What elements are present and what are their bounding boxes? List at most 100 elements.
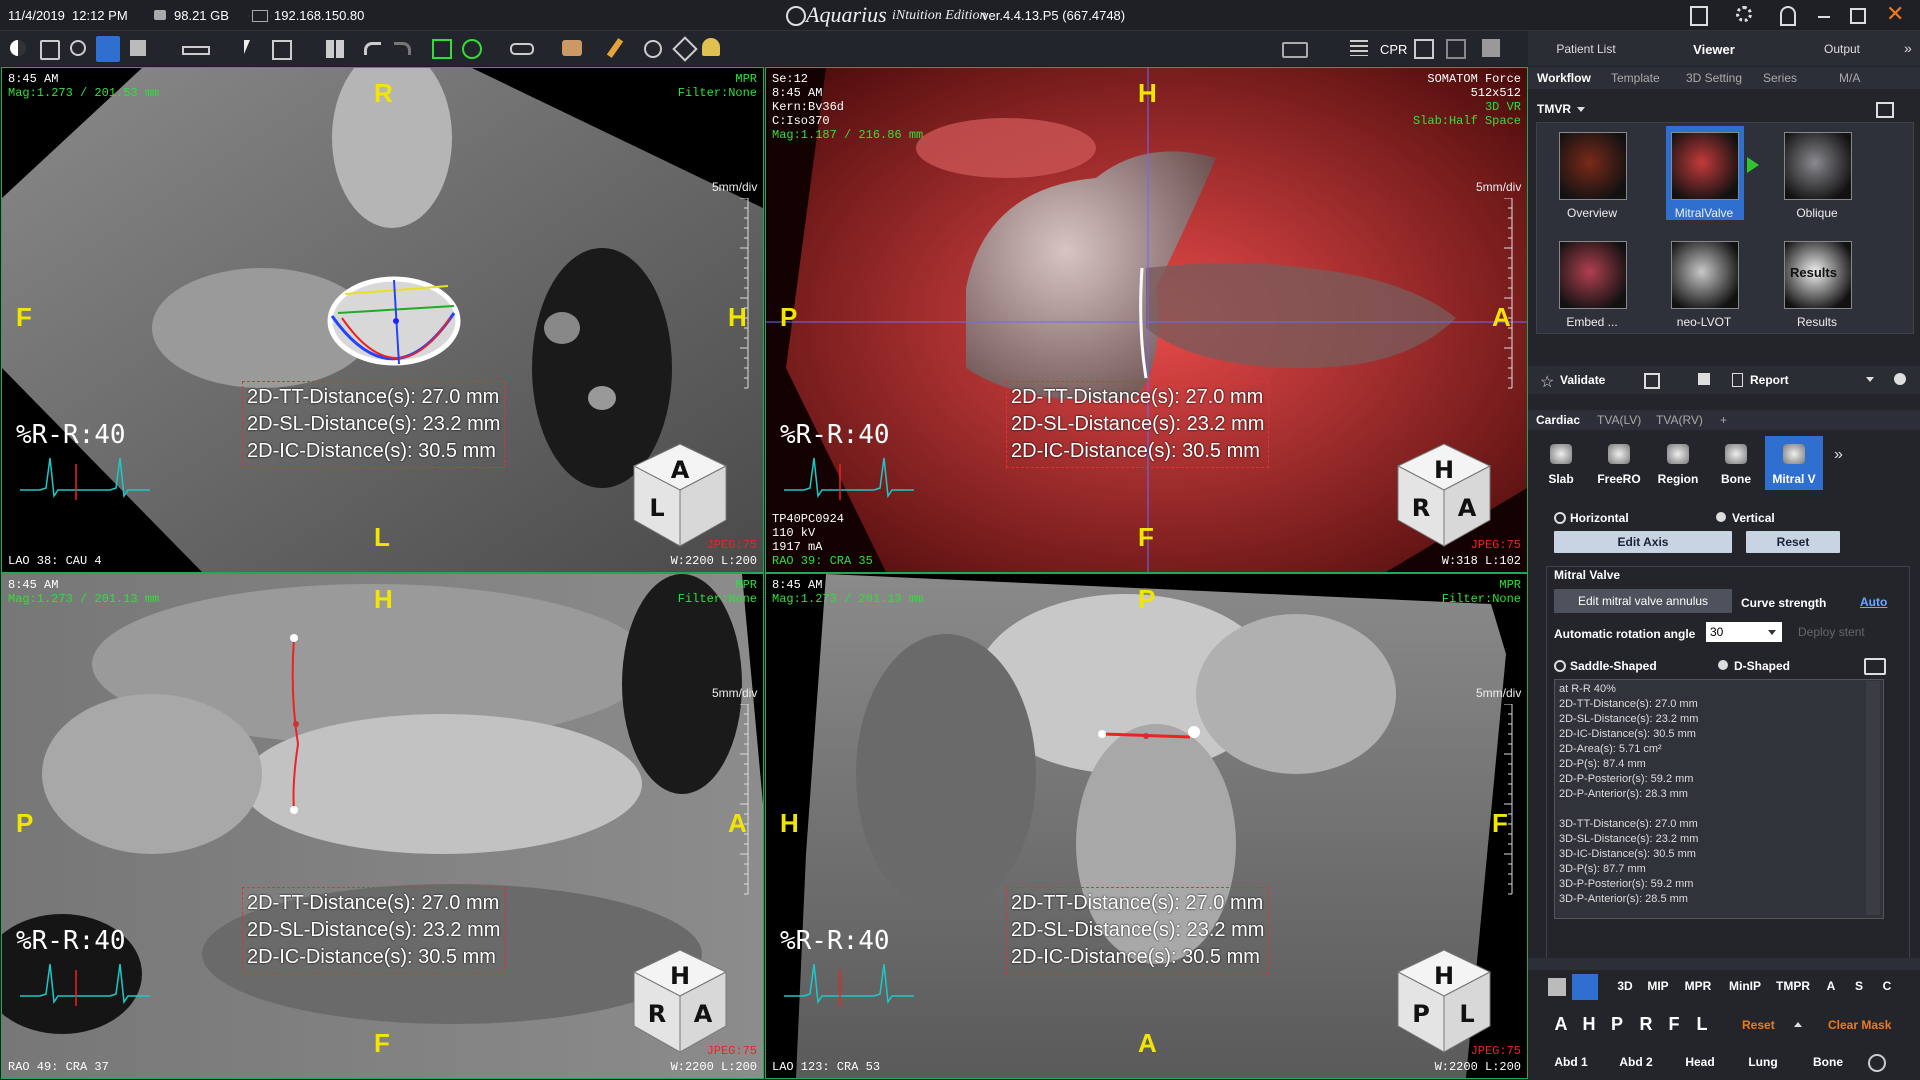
- nav-tab[interactable]: Output: [1823, 42, 1861, 56]
- report-dropdown[interactable]: [1866, 377, 1874, 382]
- step-thumbnail[interactable]: [1671, 132, 1739, 200]
- preset-settings[interactable]: [1868, 1054, 1886, 1072]
- sub-tab[interactable]: Series: [1763, 71, 1798, 85]
- keyboard-button[interactable]: [1282, 42, 1308, 58]
- sub-tab[interactable]: 3D Setting: [1686, 71, 1743, 85]
- panel-toggle[interactable]: »: [1904, 40, 1912, 56]
- roi-circle-tool[interactable]: [462, 39, 482, 59]
- camera-button[interactable]: [1864, 658, 1886, 675]
- protocol-select[interactable]: TMVR: [1537, 102, 1571, 116]
- tool-icon[interactable]: [1725, 444, 1747, 464]
- step-thumbnail[interactable]: [1784, 132, 1852, 200]
- sub-tab[interactable]: M/A: [1839, 71, 1861, 85]
- render-mode[interactable]: MIP: [1647, 979, 1669, 993]
- cut-tool[interactable]: [510, 43, 534, 55]
- info-button[interactable]: [1894, 373, 1906, 385]
- step-label[interactable]: Oblique: [1796, 206, 1838, 220]
- rotation-select[interactable]: [1706, 622, 1782, 642]
- step-label[interactable]: Embed ...: [1566, 315, 1618, 329]
- cardiac-tab[interactable]: Cardiac: [1536, 413, 1581, 427]
- orient-button[interactable]: H: [1582, 1014, 1596, 1034]
- tool-label[interactable]: Mitral V: [1772, 472, 1816, 486]
- sub-tab[interactable]: Workflow: [1537, 71, 1591, 85]
- saddle-radio[interactable]: [1554, 660, 1566, 672]
- tool-label[interactable]: Region: [1657, 472, 1699, 486]
- viewport-mpr-3[interactable]: 8:45 AM Mag:1.273 / 201.13 mm MPR Filter:No…: [765, 573, 1528, 1079]
- orient-button[interactable]: F: [1668, 1014, 1680, 1034]
- auto-link[interactable]: Auto: [1860, 595, 1888, 609]
- rotate-tool[interactable]: [96, 36, 120, 62]
- rotation-dropdown[interactable]: [1768, 630, 1776, 635]
- step-label[interactable]: Overview: [1566, 206, 1617, 220]
- edit-annulus-button[interactable]: Edit mitral valve annulus: [1554, 589, 1732, 613]
- step-thumbnail[interactable]: [1559, 132, 1627, 200]
- roi-tool[interactable]: [432, 39, 452, 59]
- step-thumbnail[interactable]: [1671, 241, 1739, 309]
- step-label[interactable]: Results: [1796, 315, 1837, 329]
- report-button[interactable]: Report: [1750, 373, 1789, 387]
- close-button[interactable]: ✕: [1886, 1, 1905, 26]
- horizontal-radio[interactable]: [1554, 512, 1566, 524]
- list-button[interactable]: [1350, 40, 1368, 56]
- orient-button[interactable]: A: [1554, 1014, 1568, 1034]
- preset-button[interactable]: Abd 2: [1619, 1055, 1653, 1069]
- render-mode[interactable]: MinIP: [1729, 979, 1761, 993]
- cardiac-tab[interactable]: TVA(RV): [1656, 413, 1703, 427]
- nav-tab[interactable]: Viewer: [1693, 42, 1735, 57]
- vessel-tool[interactable]: [702, 38, 720, 56]
- preset-button[interactable]: Abd 1: [1554, 1055, 1588, 1069]
- viewport-mpr-1[interactable]: 8:45 AM Mag:1.273 / 201.53 mm MPR Filter:No…: [1, 67, 764, 573]
- step-label[interactable]: MitralValve: [1674, 206, 1734, 220]
- orient-button[interactable]: L: [1696, 1014, 1708, 1034]
- minimize-button[interactable]: [1818, 16, 1830, 18]
- orient-button[interactable]: P: [1610, 1014, 1623, 1034]
- probe-tool[interactable]: [644, 40, 662, 58]
- render-mode[interactable]: MPR: [1684, 979, 1712, 993]
- more-tools[interactable]: »: [1834, 446, 1843, 463]
- tool-label[interactable]: FreeRO: [1597, 472, 1641, 486]
- tool-label[interactable]: Bone: [1721, 472, 1751, 486]
- window-level-tool[interactable]: [10, 40, 26, 56]
- redo-button[interactable]: [394, 42, 411, 55]
- undo-button[interactable]: [364, 42, 381, 55]
- viewport-3d-vr[interactable]: Se:12 8:45 AM Kern:Bv36d C:Iso370 Mag:1.187 …: [765, 67, 1528, 573]
- tool-icon[interactable]: [1667, 444, 1689, 464]
- annotation-tool[interactable]: [272, 40, 292, 60]
- tool-icon[interactable]: [1608, 444, 1630, 464]
- select-tool[interactable]: [244, 40, 256, 54]
- workflow-menu[interactable]: [1876, 102, 1894, 118]
- pan-tool[interactable]: [40, 40, 60, 60]
- render-mode[interactable]: A: [1826, 979, 1836, 993]
- slab-tool[interactable]: [130, 40, 146, 56]
- cardiac-tab[interactable]: TVA(LV): [1597, 413, 1642, 427]
- tool-icon[interactable]: [1550, 444, 1572, 464]
- help-button[interactable]: [1780, 6, 1796, 26]
- tool-label[interactable]: Slab: [1548, 472, 1574, 486]
- reset-axis-button[interactable]: Reset: [1746, 531, 1840, 553]
- step-thumbnail[interactable]: [1784, 241, 1852, 309]
- validate-button[interactable]: Validate: [1560, 373, 1606, 387]
- zoom-tool[interactable]: [70, 40, 86, 56]
- render-mode[interactable]: S: [1854, 979, 1863, 993]
- settings-button[interactable]: [1736, 6, 1752, 22]
- segment-tool[interactable]: [562, 40, 582, 56]
- viewport-mpr-2[interactable]: 8:45 AM Mag:1.273 / 201.13 mm MPR Filter:No…: [1, 573, 764, 1079]
- clear-mask[interactable]: Clear Mask: [1828, 1018, 1892, 1032]
- reset-dropdown[interactable]: [1794, 1022, 1802, 1027]
- export-button[interactable]: [1482, 39, 1500, 57]
- ruler-tool[interactable]: [182, 46, 210, 55]
- cpr-button[interactable]: CPR: [1380, 42, 1408, 57]
- cardiac-tab[interactable]: +: [1720, 413, 1728, 427]
- layout-single[interactable]: [1548, 978, 1566, 996]
- edit-axis-button[interactable]: Edit Axis: [1554, 531, 1732, 553]
- capture-button[interactable]: [1446, 39, 1466, 59]
- protocol-dropdown[interactable]: [1577, 107, 1585, 112]
- render-mode[interactable]: C: [1882, 979, 1892, 993]
- vertical-radio[interactable]: [1716, 512, 1726, 522]
- d-shaped-radio[interactable]: [1718, 660, 1728, 670]
- step-label[interactable]: neo-LVOT: [1676, 315, 1732, 329]
- reset-orientation[interactable]: Reset: [1742, 1018, 1775, 1032]
- preset-button[interactable]: Bone: [1813, 1055, 1843, 1069]
- tool-icon[interactable]: [1783, 444, 1805, 464]
- add-button[interactable]: [1644, 373, 1660, 389]
